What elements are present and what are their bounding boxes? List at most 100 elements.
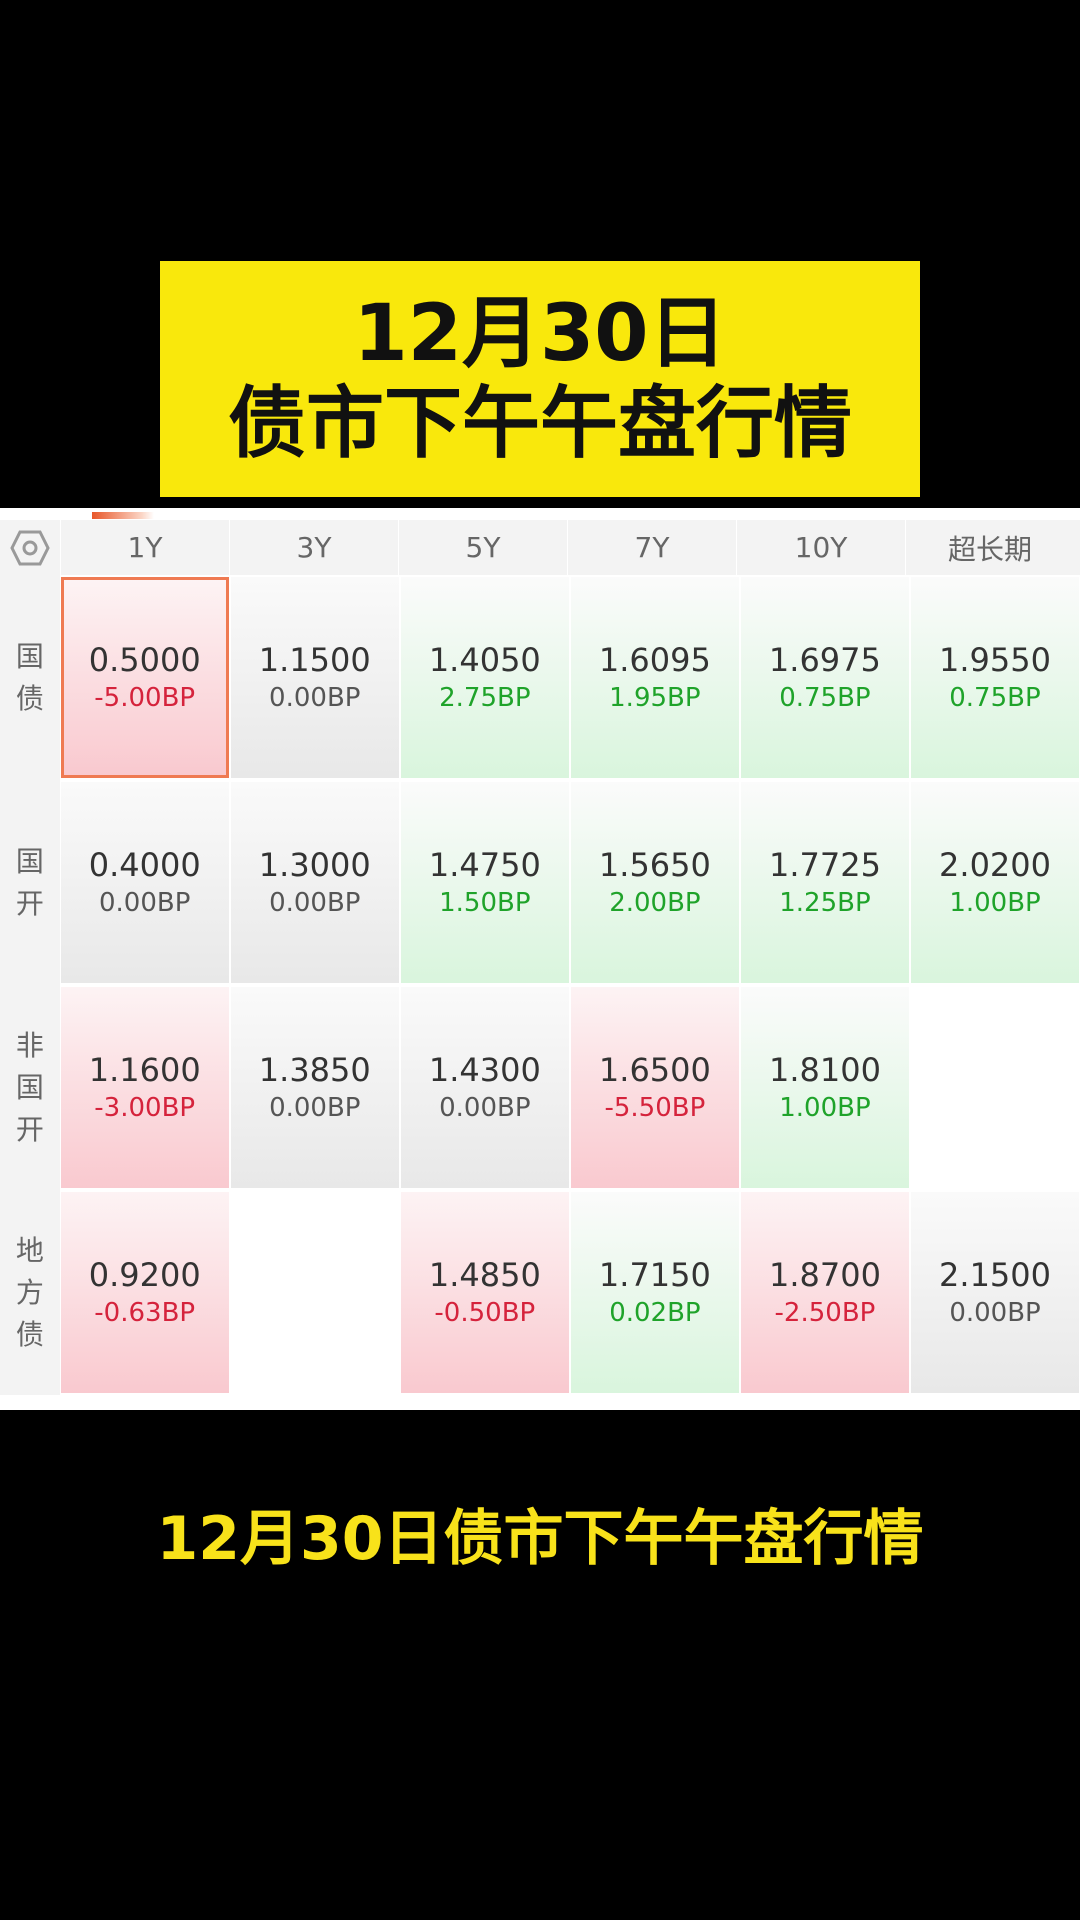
quote-cell[interactable]: 1.4750 1.50BP bbox=[400, 782, 569, 983]
quote-cell[interactable]: 2.1500 0.00BP bbox=[910, 1192, 1080, 1393]
yield-value: 1.5650 bbox=[598, 845, 711, 884]
change-value: 0.75BP bbox=[779, 682, 871, 713]
quote-cell[interactable]: 1.8700 -2.50BP bbox=[740, 1192, 909, 1393]
quote-cell[interactable]: 1.4050 2.75BP bbox=[400, 577, 569, 778]
quote-cell[interactable]: 1.7150 0.02BP bbox=[570, 1192, 739, 1393]
row-label-char: 债 bbox=[15, 681, 44, 715]
quote-cell[interactable]: 0.5000 -5.00BP bbox=[60, 577, 229, 778]
quote-cell[interactable]: 1.8100 1.00BP bbox=[740, 987, 909, 1188]
yield-value: 0.5000 bbox=[88, 640, 201, 679]
quote-cell[interactable]: 0.9200 -0.63BP bbox=[60, 1192, 229, 1393]
quote-cell[interactable]: 1.3000 0.00BP bbox=[230, 782, 399, 983]
quote-cell[interactable]: 1.6500 -5.50BP bbox=[570, 987, 739, 1188]
title-date: 12月30日 bbox=[353, 289, 727, 379]
table-row: 地方债 0.9200 -0.63BP 1.4850 -0.50BP 1.7150 0.02B… bbox=[0, 1190, 1080, 1395]
change-value: -2.50BP bbox=[774, 1297, 876, 1328]
change-value: 0.02BP bbox=[609, 1297, 701, 1328]
quote-cell[interactable]: 1.1500 0.00BP bbox=[230, 577, 399, 778]
change-value: 1.95BP bbox=[609, 682, 701, 713]
row-label-char: 国 bbox=[15, 844, 44, 878]
table-row: 非国开 1.1600 -3.00BP 1.3850 0.00BP 1.4300 0.00BP… bbox=[0, 985, 1080, 1190]
change-value: -5.50BP bbox=[604, 1092, 706, 1123]
quote-cell[interactable]: 1.5650 2.00BP bbox=[570, 782, 739, 983]
quote-cell[interactable]: 0.4000 0.00BP bbox=[60, 782, 229, 983]
change-value: 0.00BP bbox=[269, 682, 361, 713]
yield-value: 1.6095 bbox=[598, 640, 711, 679]
row-label: 国开 bbox=[0, 780, 60, 985]
yield-value: 1.4050 bbox=[428, 640, 541, 679]
yield-value: 1.8100 bbox=[768, 1050, 881, 1089]
column-header[interactable]: 超长期 bbox=[905, 520, 1074, 575]
yield-value: 0.9200 bbox=[88, 1255, 201, 1294]
empty-cell[interactable] bbox=[230, 1192, 399, 1393]
change-value: -3.00BP bbox=[94, 1092, 196, 1123]
quote-cell[interactable]: 2.0200 1.00BP bbox=[910, 782, 1080, 983]
change-value: 0.00BP bbox=[949, 1297, 1041, 1328]
title-text: 债市下午午盘行情 bbox=[227, 379, 852, 469]
table-row: 国债 0.5000 -5.00BP 1.1500 0.00BP 1.4050 2.75BP 1… bbox=[0, 575, 1080, 780]
row-label-char: 地 bbox=[15, 1233, 44, 1267]
bond-quote-panel: 1Y 3Y 5Y 7Y 10Y 超长期 国债 0.5000 -5.00BP 1.1500 0.00… bbox=[0, 508, 1080, 1410]
change-value: -0.63BP bbox=[94, 1297, 196, 1328]
column-header[interactable]: 7Y bbox=[567, 520, 736, 575]
row-label-char: 国 bbox=[15, 639, 44, 673]
change-value: 1.00BP bbox=[779, 1092, 871, 1123]
column-header[interactable]: 5Y bbox=[398, 520, 567, 575]
row-label-char: 债 bbox=[15, 1317, 44, 1351]
change-value: 0.00BP bbox=[99, 887, 191, 918]
quote-cell[interactable]: 1.9550 0.75BP bbox=[910, 577, 1079, 778]
table-header: 1Y 3Y 5Y 7Y 10Y 超长期 bbox=[0, 520, 1080, 575]
yield-value: 1.1500 bbox=[258, 640, 371, 679]
yield-value: 0.4000 bbox=[88, 845, 201, 884]
change-value: 0.00BP bbox=[269, 887, 361, 918]
change-value: -0.50BP bbox=[434, 1297, 536, 1328]
quote-cell[interactable]: 1.1600 -3.00BP bbox=[60, 987, 229, 1188]
yield-value: 1.4750 bbox=[428, 845, 541, 884]
row-label: 国债 bbox=[0, 575, 60, 780]
yield-value: 1.3000 bbox=[258, 845, 371, 884]
settings-icon[interactable] bbox=[0, 520, 60, 575]
row-label-char: 国 bbox=[15, 1070, 44, 1104]
yield-value: 1.7150 bbox=[598, 1255, 711, 1294]
caption: 12月30日债市下午午盘行情 bbox=[156, 1504, 924, 1574]
yield-value: 2.1500 bbox=[939, 1255, 1051, 1294]
change-value: 0.75BP bbox=[949, 682, 1041, 713]
change-value: -5.00BP bbox=[94, 682, 196, 713]
change-value: 1.50BP bbox=[439, 887, 531, 918]
yield-value: 1.4300 bbox=[428, 1050, 541, 1089]
column-header[interactable]: 10Y bbox=[736, 520, 905, 575]
quote-cell[interactable]: 1.7725 1.25BP bbox=[740, 782, 909, 983]
tab-indicator bbox=[92, 512, 154, 519]
change-value: 2.75BP bbox=[439, 682, 531, 713]
quote-cell[interactable]: 1.6975 0.75BP bbox=[740, 577, 909, 778]
column-header[interactable]: 1Y bbox=[60, 520, 229, 575]
change-value: 1.00BP bbox=[949, 887, 1041, 918]
empty-cell[interactable] bbox=[910, 987, 1080, 1188]
quote-cell[interactable]: 1.6095 1.95BP bbox=[570, 577, 739, 778]
yield-value: 1.9550 bbox=[938, 640, 1051, 679]
column-header[interactable]: 3Y bbox=[229, 520, 398, 575]
change-value: 1.25BP bbox=[779, 887, 871, 918]
title-banner: 12月30日 债市下午午盘行情 bbox=[160, 261, 920, 497]
yield-value: 1.1600 bbox=[88, 1050, 201, 1089]
row-label-char: 开 bbox=[15, 886, 44, 920]
yield-value: 1.6500 bbox=[598, 1050, 711, 1089]
change-value: 0.00BP bbox=[269, 1092, 361, 1123]
row-label-char: 开 bbox=[15, 1112, 44, 1146]
quote-cell[interactable]: 1.4300 0.00BP bbox=[400, 987, 569, 1188]
table-row: 国开 0.4000 0.00BP 1.3000 0.00BP 1.4750 1.50BP 1.… bbox=[0, 780, 1080, 985]
change-value: 0.00BP bbox=[439, 1092, 531, 1123]
yield-value: 1.7725 bbox=[768, 845, 881, 884]
row-label: 地方债 bbox=[0, 1190, 60, 1395]
quote-cell[interactable]: 1.4850 -0.50BP bbox=[400, 1192, 569, 1393]
row-label: 非国开 bbox=[0, 985, 60, 1190]
yield-value: 1.4850 bbox=[428, 1255, 541, 1294]
yield-value: 1.3850 bbox=[258, 1050, 371, 1089]
row-label-char: 非 bbox=[15, 1028, 44, 1062]
change-value: 2.00BP bbox=[609, 887, 701, 918]
yield-value: 2.0200 bbox=[939, 845, 1051, 884]
row-label-char: 方 bbox=[15, 1275, 44, 1309]
quote-cell[interactable]: 1.3850 0.00BP bbox=[230, 987, 399, 1188]
yield-value: 1.8700 bbox=[768, 1255, 881, 1294]
yield-value: 1.6975 bbox=[768, 640, 881, 679]
